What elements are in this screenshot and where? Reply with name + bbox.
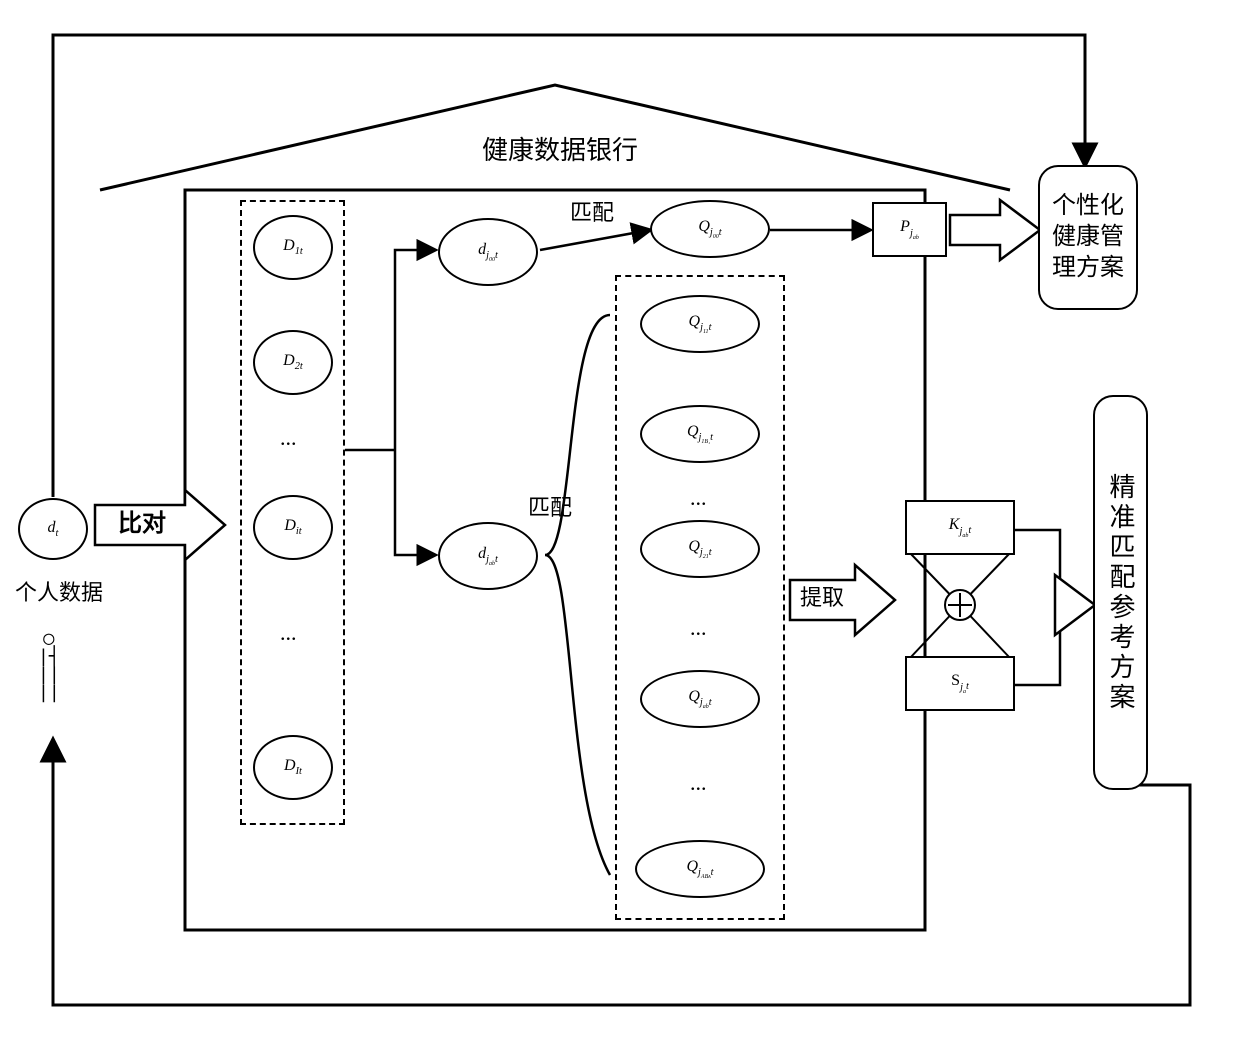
node-Pjab: Pjab [872, 202, 947, 257]
dashed-q-column [615, 275, 785, 920]
dots-d2: ... [280, 620, 297, 646]
node-Kjabt: Kjabt [905, 500, 1015, 555]
extract-label: 提取 [800, 585, 844, 611]
node-Qjabt: Qjabt [640, 670, 760, 728]
node-Qj11t: Qj11t [640, 295, 760, 353]
bank-title: 健康数据银行 [460, 135, 660, 166]
node-DIt: DIt [253, 735, 333, 800]
match-label-1: 匹配 [570, 200, 614, 226]
node-dt: dt [18, 498, 88, 560]
node-dj00t: dj00t [438, 218, 538, 286]
node-Qj21t: Qj21t [640, 520, 760, 578]
node-Sjat: Sjat [905, 656, 1015, 711]
personal-plan-label: 个性化健康管理方案 [1046, 191, 1130, 285]
dots-d1: ... [280, 425, 297, 451]
node-Qj00t: Qj00t [650, 200, 770, 258]
dots-q1: ... [690, 485, 707, 511]
personal-plan-box: 个性化健康管理方案 [1038, 165, 1138, 310]
node-D1t: D1t [253, 215, 333, 280]
dots-q3: ... [690, 770, 707, 796]
dt-label: dt [48, 519, 59, 539]
compare-label: 比对 [118, 510, 166, 539]
match-label-2: 匹配 [528, 495, 572, 521]
precise-plan-label: 精准匹配参考方案 [1102, 473, 1139, 713]
node-Dit: Dit [253, 495, 333, 560]
precise-plan-box: 精准匹配参考方案 [1093, 395, 1148, 790]
person-icon: ◯ |┤ || || [38, 630, 60, 702]
diagram-canvas: 健康数据银行 dt 个人数据 ◯ |┤ || || 比对 D1t D2t ...… [0, 0, 1240, 1045]
node-QjABAt: QjABᴀt [635, 840, 765, 898]
dots-q2: ... [690, 615, 707, 641]
personal-data-label: 个人数据 [15, 580, 103, 606]
node-Qj1B1t: Qj1B₁t [640, 405, 760, 463]
node-djabt: djabt [438, 522, 538, 590]
node-D2t: D2t [253, 330, 333, 395]
